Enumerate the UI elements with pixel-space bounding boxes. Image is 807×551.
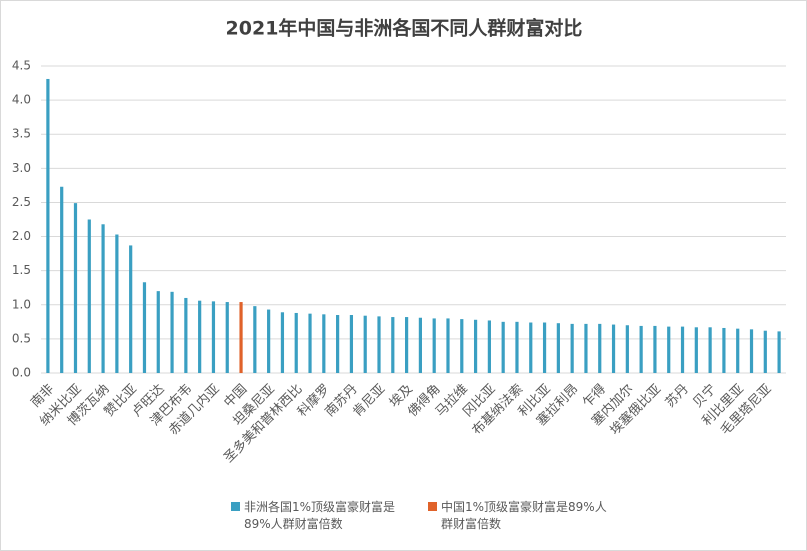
legend-label: 非洲各国1%顶级富豪财富是89%人群财富倍数 [244, 500, 396, 531]
bar [115, 234, 119, 373]
bar [336, 315, 340, 373]
legend-swatch [231, 502, 240, 511]
bar [708, 327, 712, 373]
legend-label: 中国1%顶级富豪财富是89%人群财富倍数 [441, 500, 607, 531]
bar [487, 320, 491, 373]
bar [501, 321, 505, 373]
bar [405, 317, 409, 373]
bar [142, 282, 147, 373]
bar [432, 318, 436, 373]
legend-item: 非洲各国1%顶级富豪财富是89%人群财富倍数 [231, 498, 416, 532]
y-tick-label: 1.5 [12, 263, 31, 277]
bar [129, 245, 133, 373]
y-tick-label: 0.0 [12, 366, 31, 380]
legend: 非洲各国1%顶级富豪财富是89%人群财富倍数 中国1%顶级富豪财富是89%人群财富… [231, 498, 613, 532]
bar [60, 186, 64, 373]
bar [460, 319, 464, 373]
bar [46, 78, 50, 373]
bar [694, 327, 698, 373]
y-tick-label: 4.0 [12, 93, 31, 107]
bar [473, 319, 478, 373]
y-tick-label: 1.0 [12, 297, 31, 311]
bar [253, 306, 257, 373]
bar [239, 302, 243, 373]
bar [349, 315, 354, 373]
bar [184, 297, 188, 373]
bar [763, 330, 767, 373]
bar [639, 325, 643, 373]
bar [198, 300, 202, 373]
bar [736, 328, 740, 373]
bar [101, 224, 105, 373]
x-tick-label: 苏丹 [662, 381, 692, 411]
bar [170, 291, 174, 373]
bar [87, 219, 91, 373]
bar [598, 323, 602, 373]
legend-swatch [428, 502, 437, 511]
bar [322, 314, 326, 373]
bar [722, 327, 726, 373]
bar [446, 318, 450, 373]
bar [308, 313, 312, 373]
y-tick-label: 2.5 [12, 195, 31, 209]
bar [680, 326, 685, 373]
bar [584, 323, 588, 373]
bar [418, 317, 422, 373]
bar [556, 323, 560, 373]
y-tick-label: 3.0 [12, 161, 31, 175]
bar [749, 329, 754, 373]
y-tick-label: 2.0 [12, 229, 31, 243]
bar [73, 203, 78, 373]
bar [515, 321, 519, 373]
bar [363, 315, 367, 373]
chart-title: 2021年中国与非洲各国不同人群财富对比 [226, 17, 583, 40]
bar [529, 322, 533, 373]
bar [377, 316, 381, 373]
bar [777, 331, 781, 373]
bar [611, 324, 616, 373]
bar [280, 312, 285, 373]
bar [156, 291, 160, 373]
bar [625, 325, 629, 373]
y-tick-label: 3.5 [12, 127, 31, 141]
y-tick-label: 0.5 [12, 331, 31, 345]
legend-item: 中国1%顶级富豪财富是89%人群财富倍数 [428, 498, 613, 532]
bar [294, 312, 298, 373]
bar [225, 302, 229, 373]
bar [570, 323, 574, 373]
bar [391, 317, 395, 373]
bar [653, 325, 657, 373]
y-tick-label: 4.5 [12, 59, 31, 73]
bar [667, 326, 671, 373]
bar [542, 322, 547, 373]
bar [211, 301, 216, 373]
plot: 2021年中国与非洲各国不同人群财富对比 0.0 0.5 1.0 1.5 2.0 2.5 3… [12, 17, 786, 466]
bar [267, 309, 271, 373]
